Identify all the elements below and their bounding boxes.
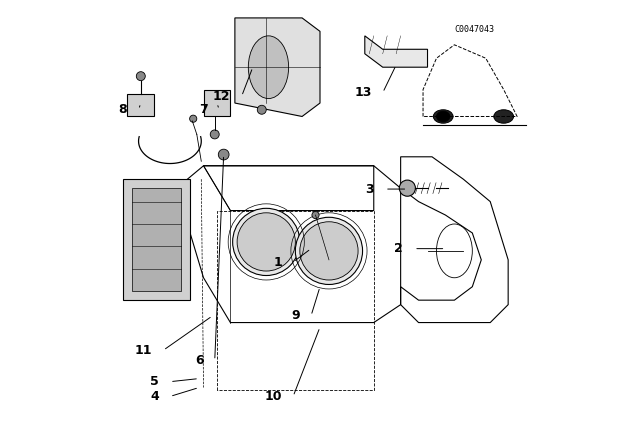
Text: 4: 4 [150, 390, 159, 403]
Ellipse shape [189, 115, 197, 122]
Ellipse shape [237, 213, 296, 271]
Polygon shape [204, 90, 230, 116]
Text: 5: 5 [150, 375, 159, 388]
Ellipse shape [300, 222, 358, 280]
Ellipse shape [211, 130, 220, 139]
Text: 11: 11 [134, 344, 152, 357]
Text: 9: 9 [291, 309, 300, 323]
Ellipse shape [436, 111, 450, 122]
Text: 7: 7 [199, 103, 208, 116]
Text: 2: 2 [394, 242, 403, 255]
Text: 1: 1 [273, 255, 282, 269]
Text: 10: 10 [264, 390, 282, 403]
Ellipse shape [257, 105, 266, 114]
Polygon shape [123, 179, 190, 300]
Text: 8: 8 [119, 103, 127, 116]
Text: C0047043: C0047043 [454, 25, 495, 34]
Polygon shape [365, 36, 428, 67]
Ellipse shape [433, 110, 453, 123]
Ellipse shape [218, 149, 229, 160]
Ellipse shape [296, 217, 363, 284]
Ellipse shape [399, 180, 415, 196]
Ellipse shape [233, 208, 300, 276]
Text: 6: 6 [195, 354, 204, 367]
Text: 12: 12 [213, 90, 230, 103]
Ellipse shape [494, 110, 513, 123]
Ellipse shape [248, 36, 289, 99]
Polygon shape [235, 18, 320, 116]
Text: 13: 13 [354, 86, 371, 99]
Polygon shape [132, 188, 181, 291]
Ellipse shape [136, 72, 145, 81]
Polygon shape [127, 94, 154, 116]
Ellipse shape [312, 211, 319, 219]
Text: 3: 3 [365, 182, 374, 196]
